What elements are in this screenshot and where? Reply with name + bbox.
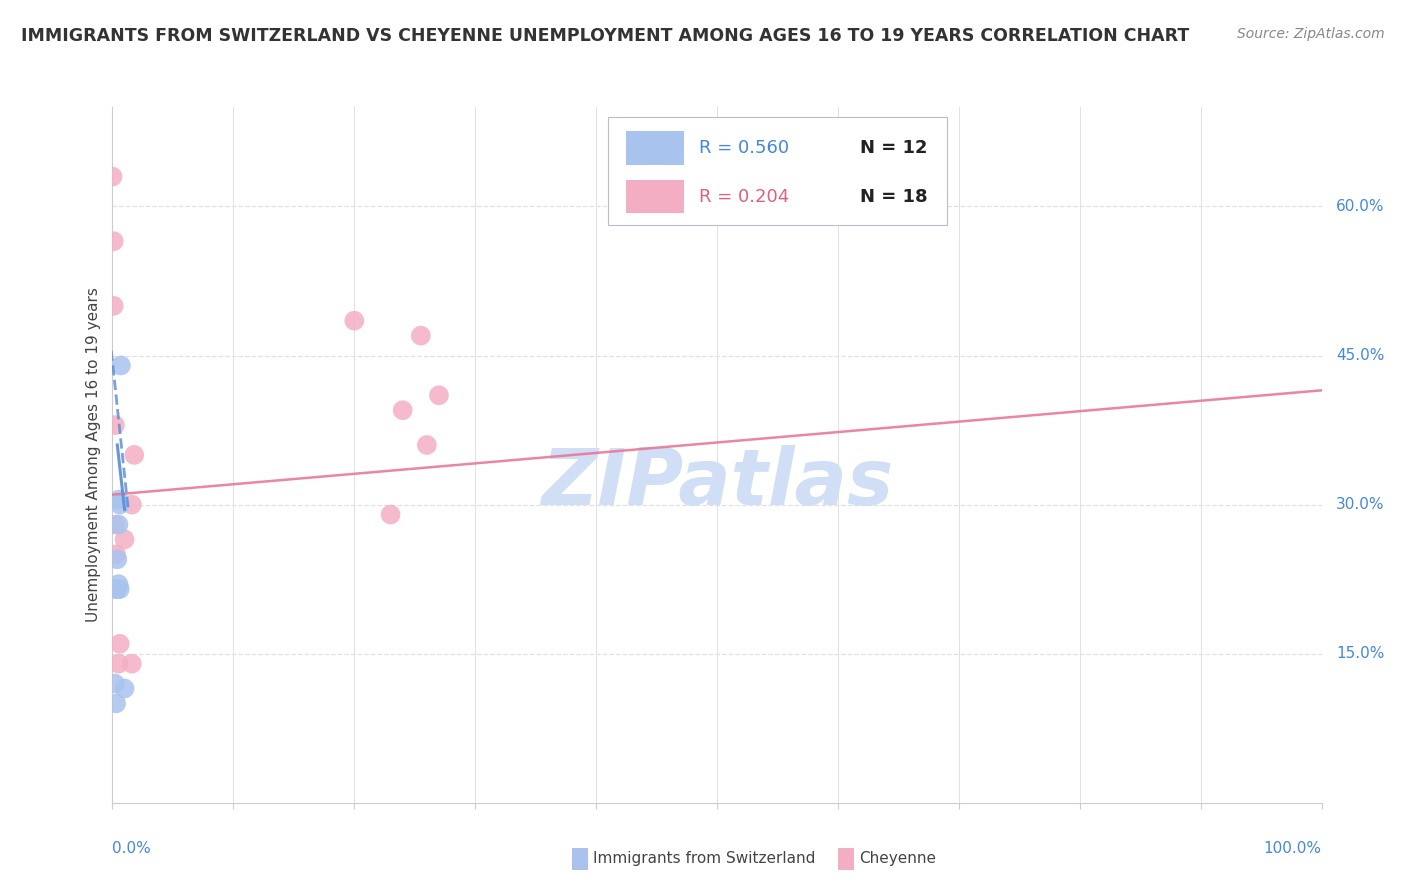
Text: IMMIGRANTS FROM SWITZERLAND VS CHEYENNE UNEMPLOYMENT AMONG AGES 16 TO 19 YEARS C: IMMIGRANTS FROM SWITZERLAND VS CHEYENNE … [21, 27, 1189, 45]
Text: R = 0.560: R = 0.560 [699, 139, 789, 157]
FancyBboxPatch shape [838, 848, 853, 869]
Point [104, 418, 127, 433]
Point [105, 582, 128, 596]
Text: R = 0.204: R = 0.204 [699, 188, 789, 206]
Point [107, 577, 129, 591]
Point [104, 676, 127, 690]
Point [108, 582, 131, 596]
Point [110, 359, 132, 373]
Y-axis label: Unemployment Among Ages 16 to 19 years: Unemployment Among Ages 16 to 19 years [86, 287, 101, 623]
Point [104, 517, 127, 532]
Point [114, 533, 136, 547]
Point [105, 697, 128, 711]
Point [391, 403, 413, 417]
FancyBboxPatch shape [609, 118, 946, 226]
Text: ZIPatlas: ZIPatlas [541, 445, 893, 521]
Text: N = 12: N = 12 [859, 139, 927, 157]
Text: 0.0%: 0.0% [112, 841, 152, 856]
Text: 100.0%: 100.0% [1264, 841, 1322, 856]
Point [121, 498, 143, 512]
Text: Immigrants from Switzerland: Immigrants from Switzerland [593, 851, 815, 866]
Point [107, 517, 129, 532]
Point [416, 438, 439, 452]
Text: Source: ZipAtlas.com: Source: ZipAtlas.com [1237, 27, 1385, 41]
Point [121, 657, 143, 671]
Point [105, 552, 128, 566]
FancyBboxPatch shape [626, 180, 685, 213]
Point [101, 169, 124, 184]
Point [409, 328, 432, 343]
Text: 45.0%: 45.0% [1336, 348, 1385, 363]
Text: 60.0%: 60.0% [1336, 199, 1385, 214]
Point [427, 388, 450, 402]
Point [107, 657, 129, 671]
Point [114, 681, 136, 696]
FancyBboxPatch shape [572, 848, 588, 869]
Point [105, 582, 128, 596]
Point [122, 448, 145, 462]
Point [108, 498, 131, 512]
Text: 30.0%: 30.0% [1336, 497, 1385, 512]
FancyBboxPatch shape [626, 131, 685, 165]
Point [103, 234, 125, 248]
Point [380, 508, 402, 522]
Point [107, 492, 129, 507]
Point [105, 547, 128, 561]
Point [343, 314, 366, 328]
Point [103, 299, 125, 313]
Text: N = 18: N = 18 [859, 188, 928, 206]
Text: Cheyenne: Cheyenne [859, 851, 936, 866]
Point [108, 637, 131, 651]
Text: 15.0%: 15.0% [1336, 646, 1385, 661]
